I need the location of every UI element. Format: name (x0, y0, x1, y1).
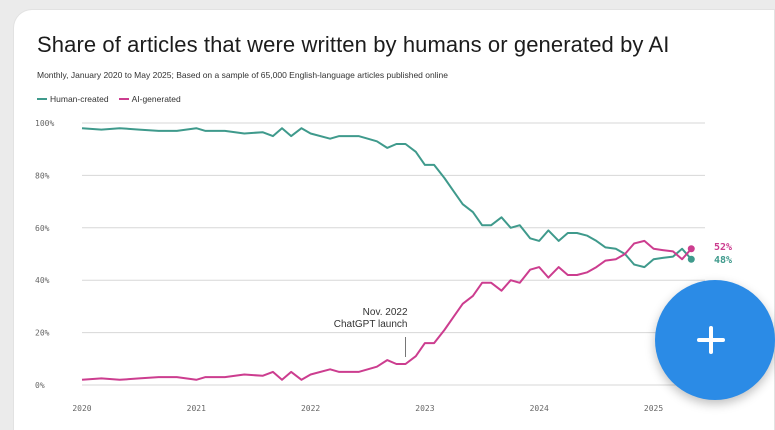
y-tick-label: 60% (35, 224, 50, 233)
y-tick-label: 100% (35, 119, 54, 128)
series-end-marker (687, 245, 695, 253)
annotation-text: Nov. 2022 (363, 307, 408, 318)
chart-card: Share of articles that were written by h… (14, 10, 774, 430)
x-tick-label: 2023 (415, 404, 434, 413)
legend-label-human: Human-created (50, 94, 109, 104)
x-tick-label: 2021 (187, 404, 206, 413)
series-line-ai-generated (81, 239, 693, 381)
y-tick-label: 0% (35, 381, 45, 390)
line-chart: 0% 20% 40% 60% 80% 100% 2020 2021 2022 2023 2024 20… (35, 119, 732, 413)
x-tick-label: 2020 (72, 404, 91, 413)
chart-subtitle: Monthly, January 2020 to May 2025; Based… (37, 70, 448, 80)
legend-label-ai: AI-generated (131, 94, 181, 104)
y-tick-label: 80% (35, 171, 50, 180)
x-tick-label: 2022 (301, 404, 320, 413)
legend-swatch-ai (118, 98, 129, 100)
add-button[interactable] (655, 280, 775, 400)
legend-item-ai: AI-generated (118, 94, 181, 104)
legend-swatch-human (37, 98, 47, 100)
x-tick-label: 2025 (644, 404, 663, 413)
annotation-text: ChatGPT launch (334, 319, 408, 330)
end-value-label: 52% (714, 242, 732, 253)
series-line-human-created (81, 127, 693, 269)
legend-item-human: Human-created (37, 94, 109, 104)
series-end-marker (687, 255, 695, 263)
chart-title: Share of articles that were written by h… (37, 32, 670, 57)
end-value-label: 48% (714, 255, 732, 266)
y-tick-label: 20% (35, 329, 50, 338)
chart-legend: Human-created AI-generated (37, 94, 181, 104)
y-tick-label: 40% (35, 276, 50, 285)
x-tick-label: 2024 (530, 404, 549, 413)
